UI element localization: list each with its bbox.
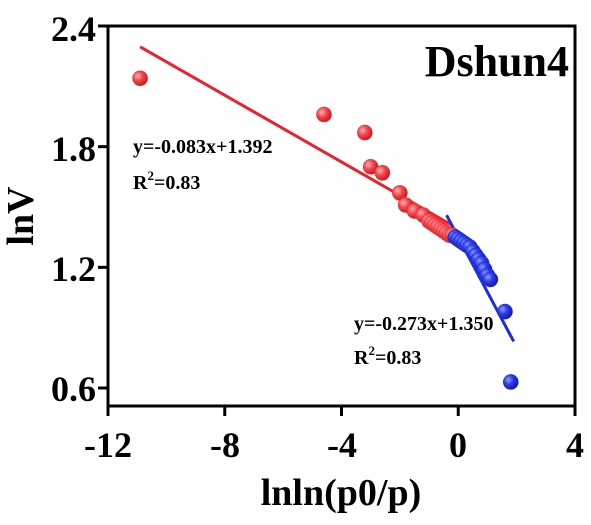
y-axis-title: lnV: [0, 186, 42, 246]
y-tick-label: 1.2: [51, 249, 96, 289]
panel-title: Dshun4: [425, 37, 569, 86]
y-tick-label: 0.6: [51, 369, 96, 409]
y-tick-label: 2.4: [51, 9, 96, 49]
red-data-point: [374, 165, 391, 181]
data-points: [132, 70, 519, 390]
x-tick-label: 4: [566, 425, 584, 465]
fit-lines: [139, 45, 516, 343]
red-fit-equation: y=-0.083x+1.392: [133, 136, 272, 158]
x-tick-label: 0: [449, 425, 467, 465]
blue-fit-r2: R2=0.83: [354, 343, 421, 369]
x-tick-label: -4: [327, 425, 357, 465]
blue-fit-equation: y=-0.273x+1.350: [354, 313, 493, 335]
blue-data-point: [502, 374, 519, 390]
y-tick-label: 1.8: [51, 129, 96, 169]
blue-data-point: [482, 271, 499, 288]
x-tick-label: -8: [210, 425, 240, 465]
axis-ticks: [98, 24, 577, 416]
red-data-point: [132, 70, 148, 87]
red-data-point: [316, 106, 332, 123]
red-data-point: [357, 124, 373, 141]
x-axis-title: lnln(p0/p): [261, 472, 422, 514]
red-fit-r2: R2=0.83: [133, 168, 200, 194]
x-tick-label: -12: [84, 425, 132, 465]
blue-data-point: [497, 303, 513, 320]
